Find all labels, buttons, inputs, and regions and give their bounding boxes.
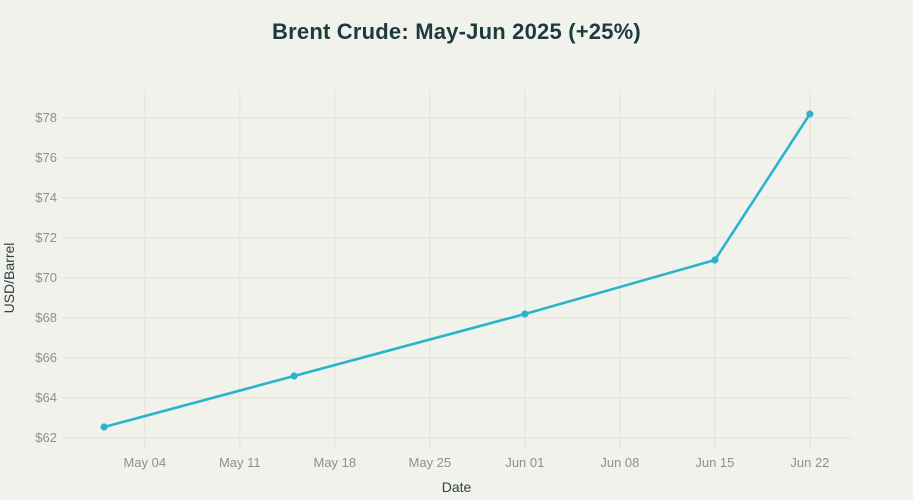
y-tick-label: $72 (35, 230, 57, 245)
y-tick-label: $62 (35, 430, 57, 445)
x-tick-label: May 25 (408, 455, 452, 470)
y-tick-label: $70 (35, 270, 57, 285)
data-point-marker (806, 110, 814, 118)
x-tick-label: May 11 (218, 455, 261, 470)
data-point-marker (290, 372, 298, 380)
data-point-marker (711, 256, 719, 264)
x-tick-label: Jun 01 (505, 455, 545, 470)
x-tick-label: Jun 08 (600, 455, 640, 470)
chart-title: Brent Crude: May-Jun 2025 (+25%) (272, 19, 641, 44)
y-tick-label: $76 (35, 150, 57, 165)
y-tick-label: $66 (35, 350, 57, 365)
x-tick-label: Jun 15 (695, 455, 735, 470)
data-point-marker (100, 423, 108, 431)
y-tick-label: $64 (35, 390, 57, 405)
series-line-brent-crude (102, 112, 812, 429)
data-point-marker (521, 310, 529, 318)
y-tick-label: $68 (35, 310, 57, 325)
y-tick-label: $74 (35, 190, 57, 205)
x-tick-label: May 04 (123, 455, 167, 470)
y-tick-label: $78 (35, 110, 57, 125)
x-axis-title: Date (441, 479, 472, 495)
x-tick-label: Jun 22 (790, 455, 830, 470)
x-tick-label: May 18 (313, 455, 357, 470)
